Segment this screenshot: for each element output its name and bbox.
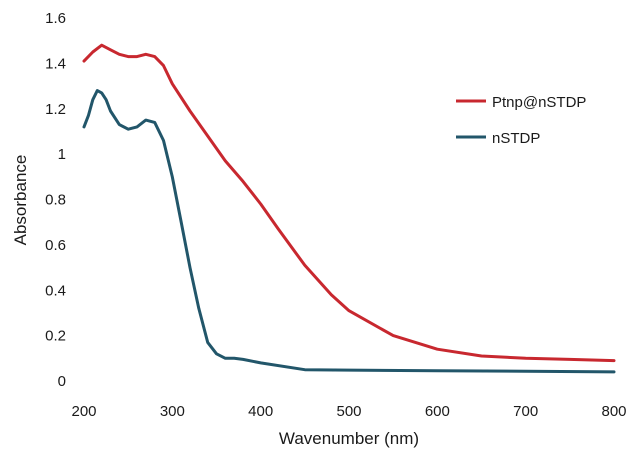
plot-area [82,43,616,374]
y-axis-title: Absorbance [11,155,30,246]
x-axis-title: Wavenumber (nm) [279,429,419,448]
x-tick-label: 200 [71,403,96,420]
y-tick-label: 1.4 [45,55,66,72]
x-tick-label: 700 [513,403,538,420]
legend-label-nstdp: nSTDP [492,130,540,147]
y-tick-label: 0 [58,373,66,390]
x-axis-ticks: 200 300 400 500 600 700 800 [71,403,626,420]
legend: Ptnp@nSTDP nSTDP [456,94,586,147]
y-tick-label: 0.4 [45,282,66,299]
x-tick-label: 400 [248,403,273,420]
x-tick-label: 500 [336,403,361,420]
x-tick-label: 800 [601,403,626,420]
y-axis-ticks: 0 0.2 0.4 0.6 0.8 1 1.2 1.4 1.6 [45,10,66,390]
x-tick-label: 300 [160,403,185,420]
legend-label-ptnp-nstdp: Ptnp@nSTDP [492,94,586,111]
y-tick-label: 1 [58,146,66,163]
series-line-ptnp-nstdp [82,43,616,363]
y-tick-label: 1.6 [45,10,66,27]
y-tick-label: 0.8 [45,192,66,209]
x-tick-label: 600 [425,403,450,420]
y-tick-label: 0.2 [45,328,66,345]
series-line-nstdp [82,89,616,374]
y-tick-label: 1.2 [45,101,66,118]
y-tick-label: 0.6 [45,237,66,254]
